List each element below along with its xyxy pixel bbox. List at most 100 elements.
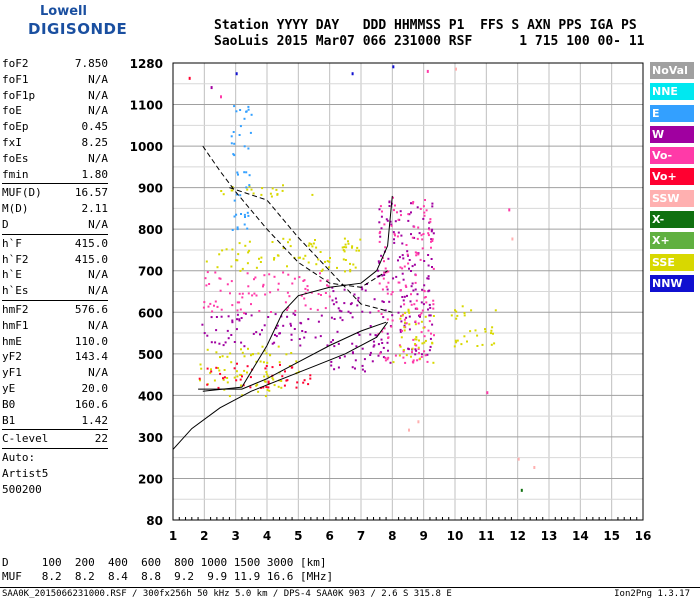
echo-point	[389, 220, 392, 223]
echo-point	[383, 260, 385, 263]
echo-point	[423, 260, 426, 262]
echo-point	[412, 201, 415, 203]
echo-point	[287, 306, 290, 309]
footer-version: Ion2Png 1.3.17	[614, 589, 690, 599]
param-label: h`F	[2, 236, 22, 250]
echo-point	[236, 318, 238, 321]
legend-item: SSW	[650, 189, 694, 207]
echo-point	[310, 243, 313, 246]
echo-point	[230, 361, 233, 364]
echo-point	[402, 299, 405, 302]
y-tick-label: 700	[138, 265, 163, 279]
echo-point	[302, 257, 305, 260]
echo-point	[291, 282, 294, 285]
echo-point	[455, 317, 458, 320]
echo-point	[382, 316, 385, 319]
echo-point	[427, 329, 430, 332]
echo-point	[304, 292, 307, 295]
param-separator	[2, 183, 108, 185]
logo-line2: DIGISONDE	[28, 20, 128, 38]
echo-point	[431, 323, 434, 326]
echo-point	[456, 339, 459, 342]
echo-point	[285, 353, 288, 356]
auto-line: 500200	[2, 482, 42, 496]
echo-point	[379, 205, 382, 208]
echo-point	[236, 226, 239, 229]
echo-point	[246, 371, 248, 374]
echo-point	[252, 192, 255, 195]
echo-point	[240, 317, 243, 319]
x-tick-label: 12	[509, 529, 526, 543]
param-separator	[2, 299, 108, 301]
echo-point	[306, 285, 309, 288]
echo-point	[427, 275, 430, 278]
echo-point	[320, 314, 323, 317]
echo-point	[254, 276, 257, 279]
echo-point	[356, 304, 359, 307]
echo-point	[216, 305, 219, 308]
isolated-echo	[520, 488, 523, 492]
echo-point	[414, 320, 417, 323]
y-tick-label: 200	[138, 472, 163, 486]
echo-point	[396, 235, 399, 238]
echo-point	[220, 315, 223, 318]
param-value: 1.42	[81, 413, 109, 427]
echo-point	[382, 346, 385, 349]
echo-point	[330, 364, 333, 367]
echo-point	[273, 257, 276, 259]
echo-point	[428, 228, 431, 231]
echo-point	[408, 323, 411, 326]
echo-point	[422, 233, 425, 235]
echo-point	[206, 367, 209, 370]
echo-point	[377, 260, 380, 263]
echo-point	[337, 342, 340, 345]
echo-point	[245, 110, 248, 113]
echo-point	[264, 395, 267, 398]
param-label: hmF2	[2, 302, 29, 316]
echo-point	[213, 379, 216, 382]
dashed-profile	[202, 145, 388, 288]
echo-point	[431, 238, 434, 241]
echo-point	[428, 314, 431, 317]
echo-point	[211, 310, 214, 313]
echo-point	[255, 294, 258, 297]
echo-point	[386, 219, 389, 222]
echo-point	[217, 386, 220, 389]
echo-point	[233, 142, 236, 145]
echo-point	[361, 347, 364, 350]
echo-point	[247, 108, 250, 111]
param-label: MUF(D)	[2, 186, 42, 200]
echo-point	[379, 230, 382, 233]
echo-point	[397, 259, 399, 262]
echo-point	[336, 330, 339, 333]
echo-point	[427, 277, 430, 280]
echo-point	[383, 271, 386, 274]
echo-point	[381, 330, 384, 333]
echo-point	[430, 238, 433, 241]
echo-point	[455, 310, 458, 313]
echo-point	[377, 354, 380, 357]
echo-point	[357, 299, 360, 302]
echo-point	[369, 351, 372, 354]
echo-point	[391, 291, 394, 293]
echo-point	[380, 215, 383, 218]
echo-point	[243, 223, 246, 226]
echo-point	[324, 307, 327, 310]
param-value: 7.850	[74, 57, 108, 70]
param-row: foE N/A	[2, 103, 108, 119]
echo-point	[432, 307, 435, 310]
echo-point	[461, 305, 464, 308]
echo-point	[474, 329, 477, 332]
echo-point	[215, 351, 218, 354]
echo-point	[315, 246, 318, 249]
echo-point	[290, 333, 293, 336]
echo-point	[410, 355, 412, 358]
isolated-echo	[486, 391, 489, 395]
echo-point	[385, 271, 388, 274]
echo-point	[220, 308, 223, 311]
echo-point	[319, 272, 321, 275]
echo-point	[233, 376, 236, 379]
echo-point	[282, 184, 284, 187]
echo-point	[262, 283, 265, 286]
echo-point	[423, 350, 426, 353]
